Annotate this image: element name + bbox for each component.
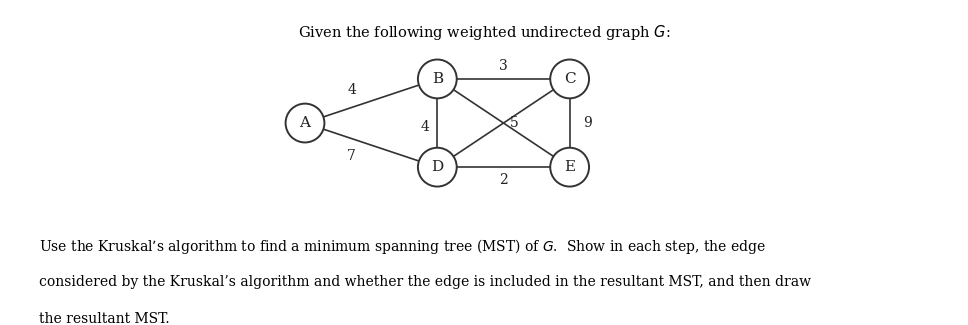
Text: D: D	[431, 160, 443, 174]
Text: A: A	[299, 116, 311, 130]
Text: C: C	[563, 72, 575, 86]
Text: 2: 2	[499, 173, 508, 188]
Text: 4: 4	[348, 84, 356, 98]
Text: 4: 4	[420, 121, 430, 135]
Circle shape	[418, 148, 457, 187]
Circle shape	[286, 104, 324, 142]
Text: considered by the Kruskal’s algorithm and whether the edge is included in the re: considered by the Kruskal’s algorithm an…	[39, 275, 811, 289]
Text: E: E	[564, 160, 575, 174]
Text: Use the Kruskal’s algorithm to find a minimum spanning tree (MST) of $G$.  Show : Use the Kruskal’s algorithm to find a mi…	[39, 237, 766, 256]
Text: 7: 7	[348, 149, 356, 163]
Text: 3: 3	[499, 59, 508, 73]
Text: B: B	[432, 72, 443, 86]
Circle shape	[550, 59, 590, 98]
Text: 5: 5	[510, 116, 519, 130]
Text: the resultant MST.: the resultant MST.	[39, 312, 169, 325]
Text: 9: 9	[583, 116, 591, 130]
Circle shape	[550, 148, 590, 187]
Circle shape	[418, 59, 457, 98]
Text: Given the following weighted undirected graph $G$:: Given the following weighted undirected …	[298, 23, 670, 42]
